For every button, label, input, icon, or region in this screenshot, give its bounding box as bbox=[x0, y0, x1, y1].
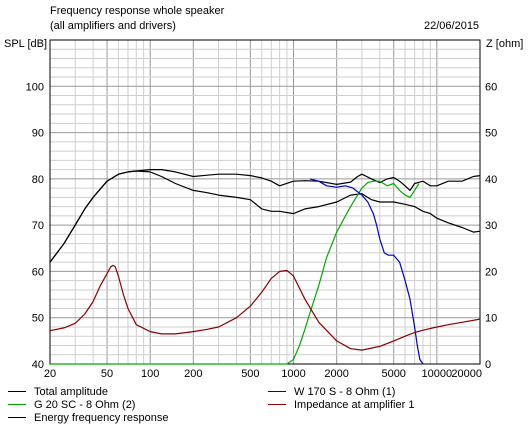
y-axis-label-left: SPL [dB] bbox=[4, 38, 48, 50]
x-tick-label: 20 bbox=[44, 368, 56, 380]
y-tick-label: 40 bbox=[32, 359, 44, 371]
y-tick-label: 70 bbox=[32, 220, 44, 232]
y2-tick-label: 50 bbox=[485, 128, 497, 140]
x-tick-label: 10000 bbox=[422, 368, 453, 380]
y2-tick-label: 0 bbox=[485, 359, 491, 371]
legend-swatch bbox=[268, 404, 286, 405]
x-tick-label: 5000 bbox=[381, 368, 405, 380]
x-tick-label: 500 bbox=[241, 368, 259, 380]
y2-tick-label: 10 bbox=[485, 313, 497, 325]
x-tick-label: 100 bbox=[141, 368, 159, 380]
y-tick-label: 50 bbox=[32, 313, 44, 325]
x-tick-label: 2000 bbox=[324, 368, 348, 380]
legend-swatch bbox=[8, 417, 26, 418]
x-tick-label: 200 bbox=[184, 368, 202, 380]
legend-swatch bbox=[8, 391, 26, 392]
series-line-5 bbox=[49, 264, 481, 351]
x-tick-label: 50 bbox=[101, 368, 113, 380]
legend-swatch bbox=[8, 404, 26, 405]
legend-item: Energy frequency response bbox=[8, 411, 169, 424]
y2-tick-label: 40 bbox=[485, 174, 497, 186]
plot-area bbox=[50, 40, 480, 364]
y-tick-label: 60 bbox=[32, 266, 44, 278]
legend-item: Total amplitude bbox=[8, 385, 108, 398]
y-tick-label: 90 bbox=[32, 128, 44, 140]
chart-title: Frequency response whole speaker bbox=[50, 5, 225, 17]
series-line-1 bbox=[49, 169, 481, 263]
legend-item: G 20 SC - 8 Ohm (2) bbox=[8, 398, 135, 411]
legend-label: Impedance at amplifier 1 bbox=[294, 398, 415, 411]
series-line-3 bbox=[309, 178, 424, 365]
legend-label: G 20 SC - 8 Ohm (2) bbox=[34, 398, 136, 411]
legend-swatch bbox=[268, 391, 286, 392]
x-tick-label: 20000 bbox=[451, 368, 482, 380]
y-tick-label: 100 bbox=[26, 81, 44, 93]
series-line-4 bbox=[50, 180, 420, 365]
y2-tick-label: 30 bbox=[485, 220, 497, 232]
legend-label: W 170 S - 8 Ohm (1) bbox=[294, 385, 396, 398]
legend-label: Energy frequency response bbox=[34, 411, 169, 424]
y2-tick-label: 60 bbox=[485, 81, 497, 93]
legend-item: Impedance at amplifier 1 bbox=[268, 398, 414, 411]
y-axis-label-right: Z [ohm] bbox=[486, 38, 524, 50]
chart-date: 22/06/2015 bbox=[424, 20, 480, 32]
chart-subtitle: (all amplifiers and drivers) bbox=[50, 20, 176, 32]
y-tick-label: 80 bbox=[32, 174, 44, 186]
x-tick-label: 1000 bbox=[281, 368, 305, 380]
legend-label: Total amplitude bbox=[34, 385, 108, 398]
legend-item: W 170 S - 8 Ohm (1) bbox=[268, 385, 395, 398]
y2-tick-label: 20 bbox=[485, 266, 497, 278]
